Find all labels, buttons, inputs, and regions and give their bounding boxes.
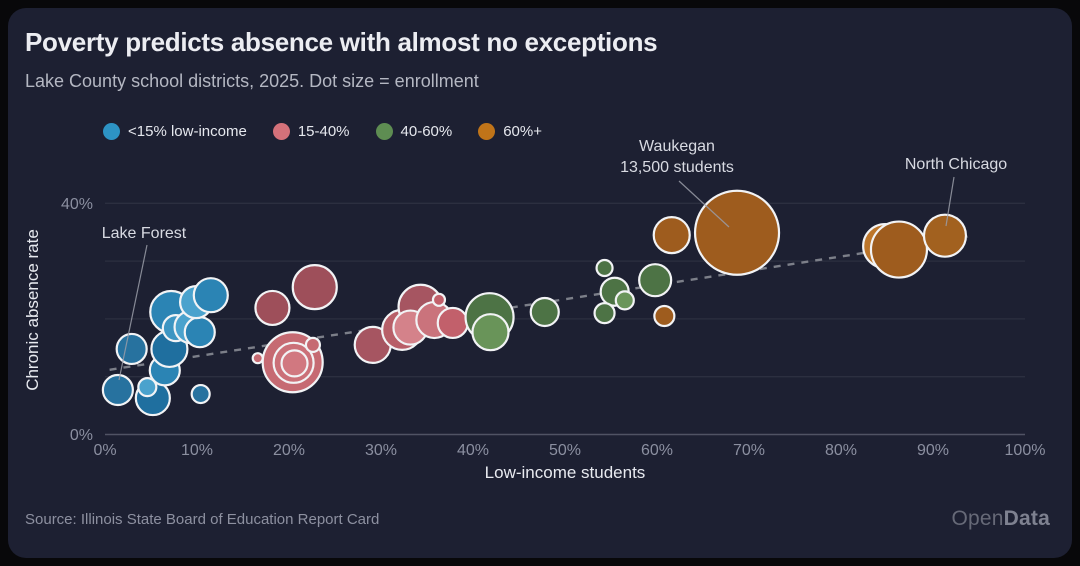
bubble (614, 290, 635, 311)
y-tick-label: 0% (70, 427, 93, 444)
brand-data: Data (1003, 507, 1050, 530)
legend-dot-icon (375, 122, 393, 140)
legend-item-label: 15-40% (297, 122, 350, 140)
bubble (595, 258, 614, 278)
x-tick-label: 40% (457, 442, 489, 459)
page-title: Poverty predicts absence with almost no … (25, 27, 658, 57)
legend-item-3: 60%+ (478, 122, 543, 140)
bubble (304, 336, 322, 354)
source-note: Source: Illinois State Board of Educatio… (25, 511, 380, 528)
x-tick-label: 50% (549, 442, 581, 459)
bubble (922, 213, 968, 258)
x-tick-label: 90% (917, 442, 949, 459)
bubble (653, 304, 676, 328)
bubble (137, 377, 158, 398)
y-tick-label: 40% (61, 196, 93, 213)
bubble (431, 292, 447, 307)
bubble (183, 316, 216, 349)
annotation-pointer (118, 244, 148, 381)
legend-item-2: 40-60% (375, 122, 453, 140)
legend-dot-icon (478, 122, 496, 140)
x-tick-label: 30% (365, 442, 397, 459)
legend-item-label: <15% low-income (128, 122, 247, 140)
x-tick-label: 10% (181, 442, 213, 459)
bubble (693, 189, 781, 276)
legend-dot-icon (103, 122, 120, 140)
bubble (471, 313, 510, 352)
annotation-label: North Chicago (905, 156, 1007, 173)
x-tick-label: 80% (825, 442, 857, 459)
annotation-pointer (678, 180, 730, 228)
bubble (115, 332, 148, 366)
legend-item-label: 40-60% (400, 122, 453, 140)
x-tick-label: 100% (1005, 442, 1046, 459)
bubble (280, 349, 309, 378)
bubble (593, 302, 616, 325)
opendata-logo: OpenData (951, 507, 1050, 531)
bubble (869, 220, 929, 279)
bubble (638, 263, 673, 298)
chart-subtitle: Lake County school districts, 2025. Dot … (25, 71, 479, 91)
brand-open: Open (951, 507, 1004, 530)
bubble (190, 383, 211, 405)
x-axis-title: Low-income students (485, 463, 646, 482)
x-tick-label: 20% (273, 442, 305, 459)
legend-dot-icon (272, 122, 290, 140)
legend-item-1: 15-40% (272, 122, 350, 140)
legend-item-label: 60%+ (503, 122, 543, 140)
bubble (652, 215, 691, 255)
annotation-label: 13,500 students (620, 159, 734, 176)
bubble (529, 296, 560, 328)
y-axis-title: Chronic absence rate (23, 229, 42, 391)
x-tick-label: 70% (733, 442, 765, 459)
bubble (192, 277, 229, 314)
annotation-label: Lake Forest (102, 225, 187, 242)
bubble (251, 352, 264, 365)
chart-card (8, 8, 1072, 558)
annotation-pointer (945, 176, 955, 227)
bubble (101, 373, 134, 407)
bubble (254, 289, 291, 327)
annotation-label: Waukegan (639, 138, 715, 155)
x-tick-label: 0% (93, 442, 116, 459)
x-tick-label: 60% (641, 442, 673, 459)
bubble (291, 264, 338, 311)
legend: <15% low-income 15-40% 40-60% 60%+ (103, 121, 542, 141)
legend-item-0: <15% low-income (103, 122, 247, 140)
bubble (436, 306, 469, 340)
